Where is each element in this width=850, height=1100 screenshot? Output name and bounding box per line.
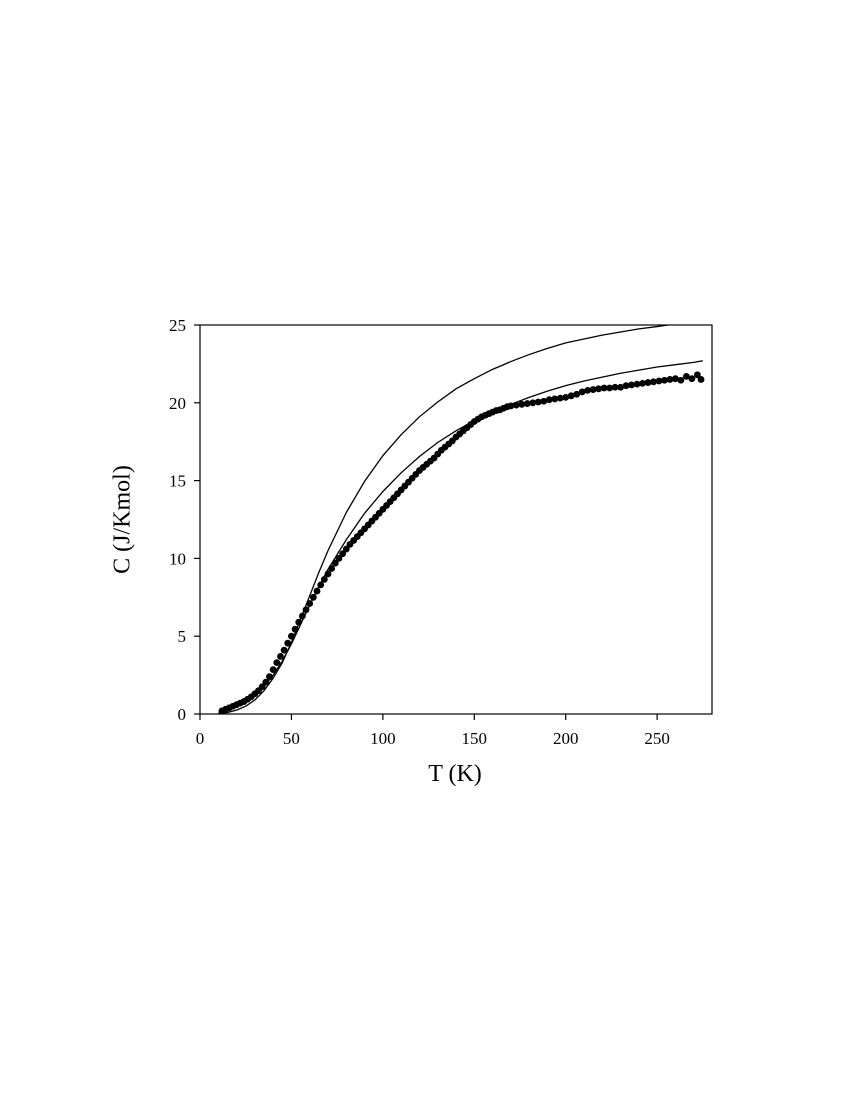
model-curve-2: [218, 360, 703, 714]
data-point: [258, 683, 266, 691]
x-tick-label: 100: [370, 729, 396, 748]
data-point: [306, 600, 314, 607]
data-point: [320, 576, 328, 583]
data-point: [317, 581, 325, 589]
data-point: [342, 545, 350, 553]
x-tick-label: 50: [283, 729, 300, 748]
data-point: [273, 659, 281, 667]
data-point: [677, 376, 685, 384]
data-point: [683, 372, 690, 380]
data-point: [284, 639, 292, 647]
x-axis: 0 50 100 150 200 250: [196, 714, 670, 748]
data-point: [269, 666, 277, 674]
data-point: [644, 379, 652, 386]
data-point: [633, 380, 641, 388]
data-point: [295, 618, 303, 626]
data-point: [573, 390, 581, 398]
data-point: [518, 400, 526, 408]
data-point: [578, 388, 586, 396]
data-point: [567, 392, 575, 400]
y-tick-label: 5: [178, 627, 187, 646]
data-point: [291, 625, 299, 633]
data-point: [266, 673, 273, 681]
data-point: [302, 606, 310, 614]
x-tick-label: 250: [644, 729, 670, 748]
data-point: [313, 587, 321, 595]
data-point: [280, 646, 288, 654]
data-point: [589, 386, 597, 393]
data-point: [639, 379, 646, 387]
data-point: [339, 550, 347, 558]
data-point: [595, 385, 603, 393]
data-point: [328, 565, 336, 572]
x-tick-label: 0: [196, 729, 205, 748]
data-point: [655, 377, 663, 385]
data-point: [551, 395, 559, 403]
data-point: [584, 386, 592, 394]
y-tick-label: 20: [169, 394, 186, 413]
data-point: [628, 381, 635, 389]
y-tick-label: 10: [169, 549, 186, 568]
plot-frame: [199, 324, 713, 715]
data-point: [335, 555, 343, 562]
data-point: [562, 393, 570, 401]
data-point: [672, 375, 679, 383]
data-point: [545, 396, 553, 404]
y-tick-label: 15: [169, 472, 186, 491]
data-point: [666, 376, 674, 383]
data-point: [556, 394, 564, 402]
data-point: [611, 383, 619, 391]
data-point: [650, 378, 657, 386]
measured-points: [218, 371, 705, 715]
data-point: [277, 653, 284, 660]
data-point: [600, 384, 608, 392]
data-point: [540, 397, 548, 405]
y-axis: 0 5 10 15 20 25: [169, 316, 200, 724]
data-point: [606, 384, 613, 392]
data-point: [534, 398, 542, 406]
data-point: [693, 371, 701, 379]
data-point: [688, 375, 696, 383]
x-tick-label: 200: [553, 729, 579, 748]
data-point: [512, 401, 520, 409]
data-point: [661, 376, 668, 384]
y-tick-label: 25: [169, 316, 186, 335]
y-tick-label: 0: [178, 705, 187, 724]
data-point: [697, 376, 705, 383]
data-point: [288, 632, 295, 640]
data-point: [309, 593, 317, 601]
data-point: [523, 400, 531, 407]
model-curve-1: [218, 324, 669, 715]
data-point: [507, 402, 515, 410]
data-point: [622, 382, 630, 390]
y-axis-title: C (J/Kmol): [109, 465, 135, 574]
data-point: [324, 570, 332, 578]
x-axis-title: T (K): [428, 761, 482, 787]
data-point: [617, 383, 624, 391]
data-point: [529, 399, 537, 407]
x-tick-label: 150: [462, 729, 488, 748]
data-point: [331, 559, 339, 567]
data-point: [262, 678, 270, 686]
data-point: [299, 612, 306, 620]
